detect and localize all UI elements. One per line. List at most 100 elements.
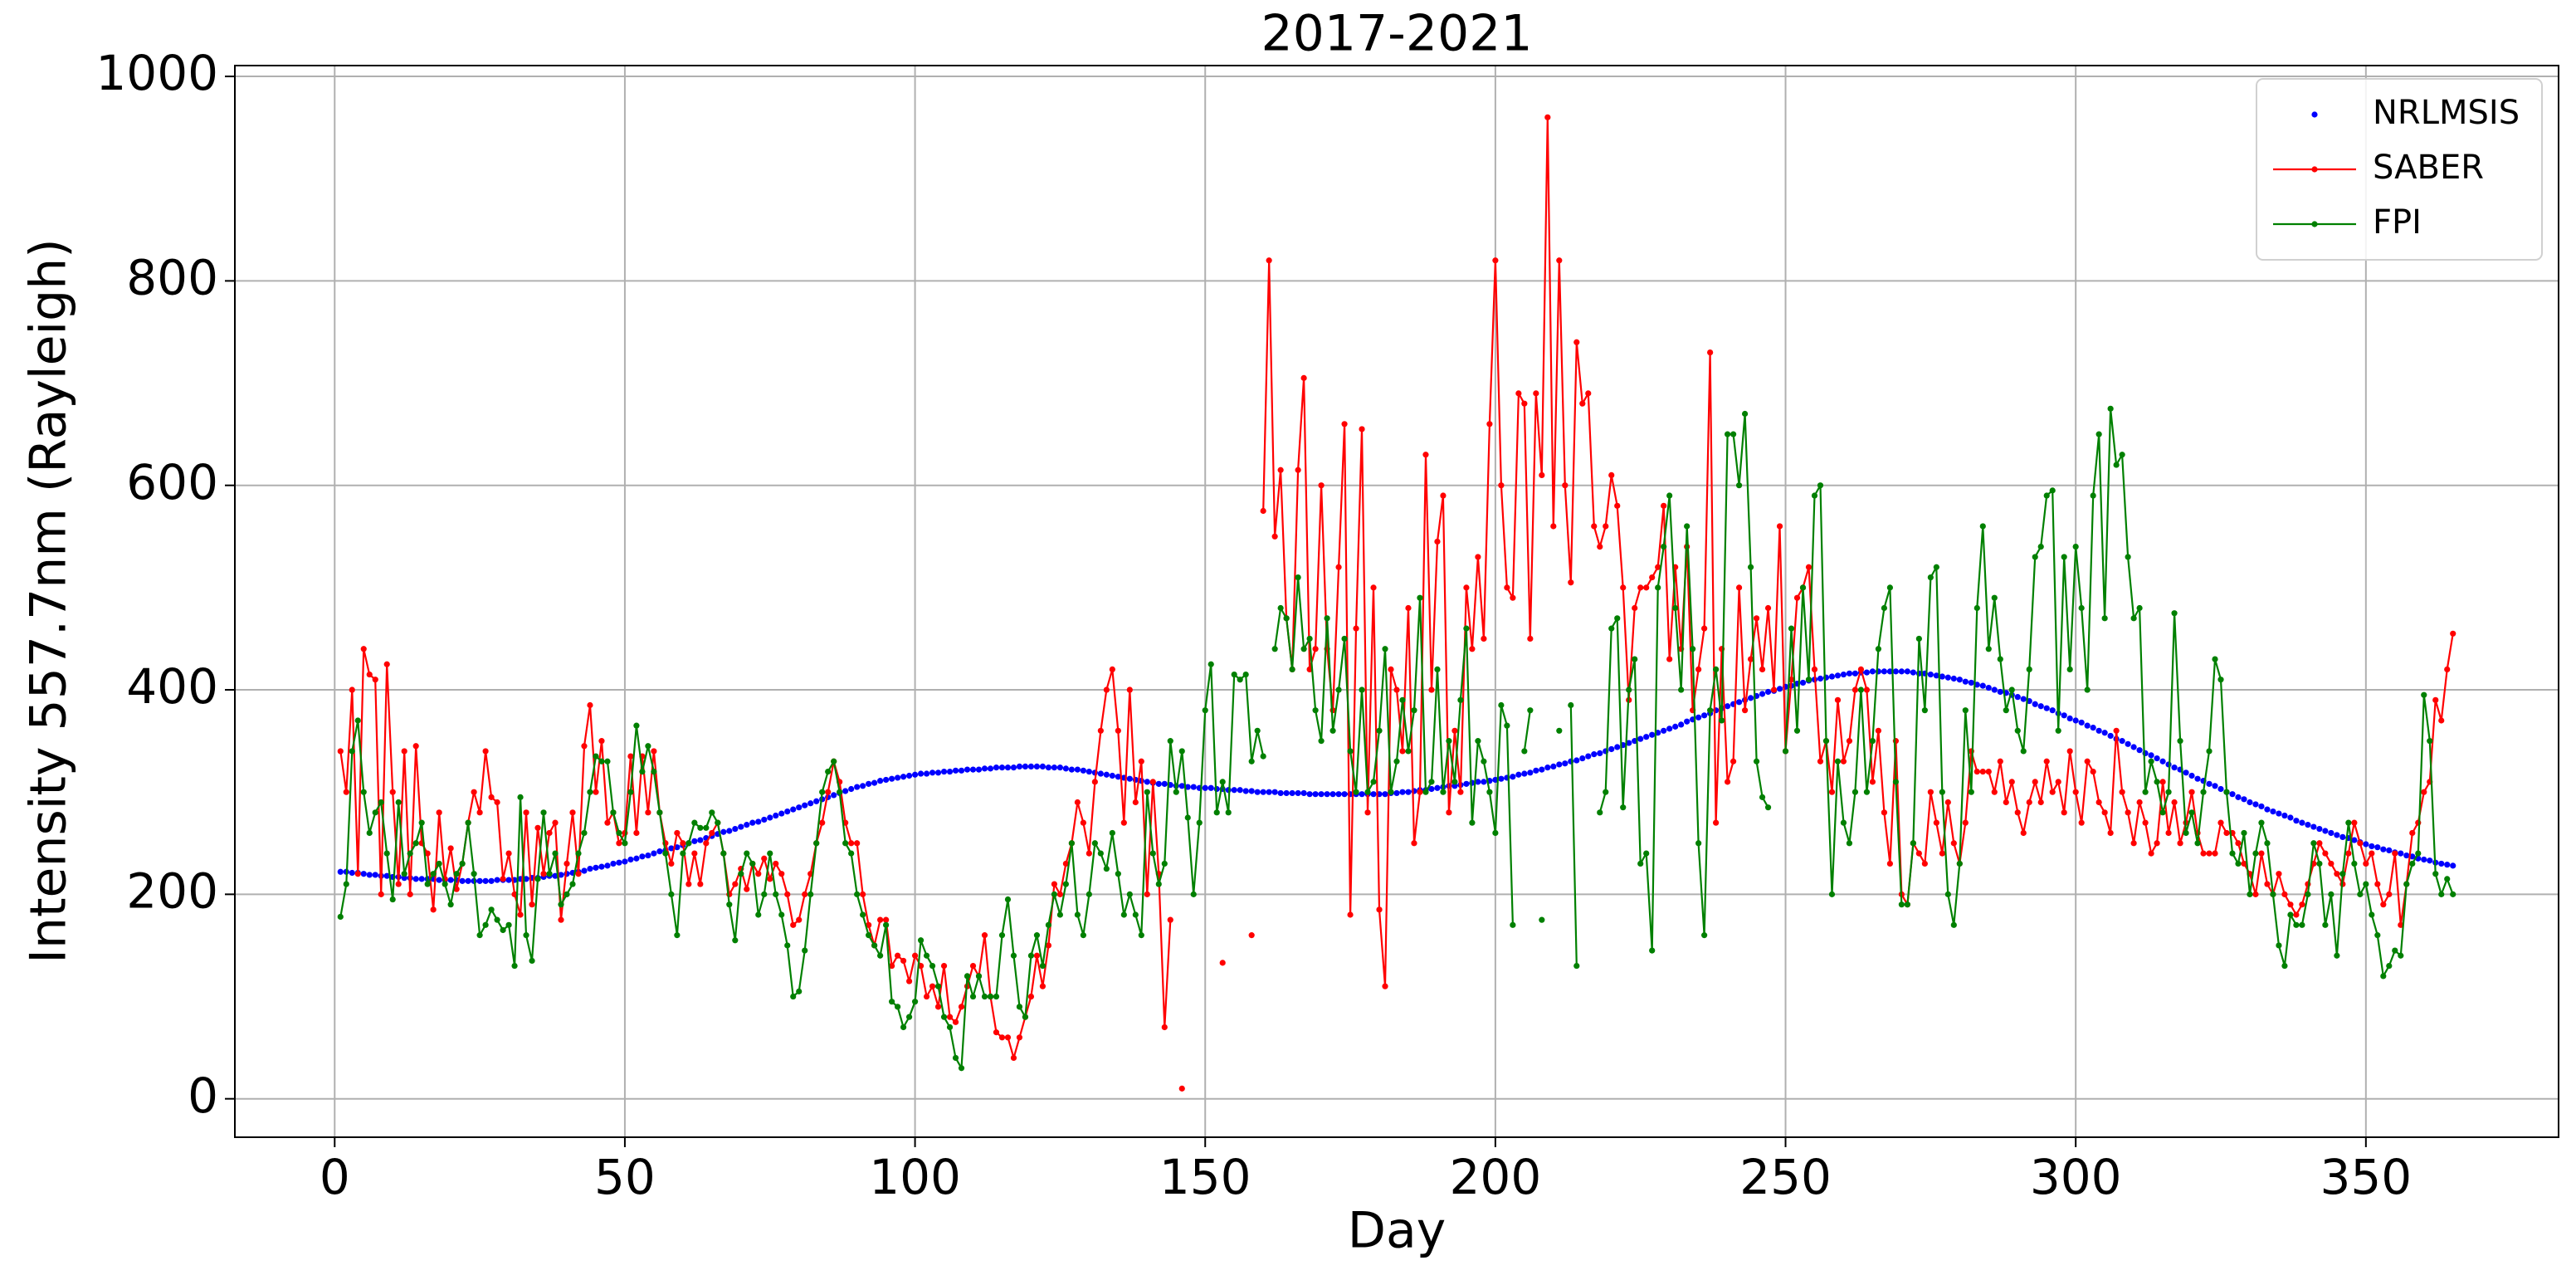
- data-point: [1283, 789, 1290, 797]
- data-point: [895, 1004, 901, 1010]
- data-point: [889, 962, 895, 970]
- data-point: [1643, 584, 1650, 591]
- data-point: [2270, 809, 2276, 815]
- data-point: [511, 962, 518, 970]
- data-point: [1144, 779, 1150, 785]
- data-point: [1184, 814, 1191, 821]
- data-point: [1161, 780, 1168, 787]
- data-point: [1190, 891, 1197, 897]
- data-point: [895, 952, 901, 959]
- data-point: [412, 743, 419, 750]
- data-point: [1863, 669, 1871, 676]
- data-point: [1915, 635, 1922, 642]
- data-point: [1364, 789, 1371, 795]
- data-point: [790, 921, 797, 928]
- data-point: [2421, 691, 2427, 698]
- data-point: [494, 799, 500, 806]
- data-point: [1585, 753, 1592, 760]
- data-point: [1892, 779, 1899, 785]
- data-point: [1022, 1014, 1029, 1020]
- data-point: [1103, 686, 1110, 693]
- data-point: [1074, 799, 1081, 806]
- data-point: [860, 911, 866, 918]
- data-point: [1759, 666, 1766, 673]
- data-point: [453, 871, 460, 877]
- data-point: [668, 891, 675, 897]
- data-point: [2171, 765, 2178, 771]
- data-point: [1335, 791, 1342, 798]
- data-point: [1045, 921, 1052, 928]
- data-point: [877, 778, 884, 784]
- data-point: [366, 671, 373, 678]
- data-point: [680, 850, 686, 857]
- data-point: [616, 840, 622, 847]
- data-point: [2125, 809, 2131, 816]
- data-point: [540, 871, 547, 877]
- data-point: [447, 877, 454, 883]
- data-point: [1277, 789, 1284, 797]
- data-point: [2008, 686, 2015, 693]
- data-point: [1620, 584, 1627, 591]
- data-point: [2235, 860, 2242, 867]
- data-point: [1822, 738, 1830, 745]
- data-point: [1661, 502, 1667, 509]
- data-point: [1921, 707, 1928, 714]
- data-point: [2223, 789, 2230, 795]
- data-point: [1010, 952, 1017, 959]
- data-point: [1033, 952, 1041, 959]
- data-point: [923, 770, 930, 777]
- data-point: [1944, 799, 1951, 806]
- data-point: [1219, 960, 1226, 966]
- data-point: [1289, 789, 1295, 797]
- data-point: [837, 789, 843, 795]
- data-point: [1341, 635, 1348, 642]
- data-point: [2363, 860, 2369, 867]
- data-point: [2101, 730, 2108, 736]
- data-point: [1811, 492, 1818, 499]
- data-point: [674, 829, 681, 837]
- data-point: [2113, 462, 2120, 468]
- data-point: [987, 993, 994, 1000]
- y-tick-label: 800: [126, 249, 218, 305]
- data-point: [616, 829, 622, 837]
- data-point: [1701, 932, 1708, 939]
- data-point: [436, 809, 442, 816]
- data-point: [2380, 901, 2387, 908]
- data-point: [738, 871, 744, 877]
- data-point: [1568, 701, 1574, 709]
- data-point: [2037, 703, 2044, 710]
- data-point: [1521, 748, 1528, 755]
- data-point: [2380, 973, 2387, 980]
- data-point: [807, 800, 814, 807]
- data-point: [1759, 691, 1766, 697]
- data-point: [2252, 891, 2259, 897]
- data-point: [2119, 738, 2125, 745]
- data-point: [1341, 791, 1348, 798]
- data-point: [1933, 564, 1939, 570]
- data-point: [604, 758, 611, 765]
- data-point: [1695, 666, 1702, 673]
- data-point: [842, 788, 849, 794]
- data-point: [911, 771, 919, 778]
- data-point: [2142, 789, 2149, 795]
- data-point: [2212, 656, 2218, 662]
- data-point: [1103, 865, 1110, 872]
- data-point: [755, 911, 762, 918]
- data-point: [389, 896, 396, 903]
- data-point: [1068, 766, 1075, 773]
- data-point: [2276, 810, 2282, 817]
- data-point: [1132, 799, 1139, 806]
- data-point: [616, 859, 622, 866]
- data-point: [1817, 758, 1824, 765]
- data-point: [1886, 668, 1894, 675]
- data-point: [1793, 594, 1801, 601]
- data-point: [1475, 738, 1481, 745]
- data-point: [1510, 774, 1516, 780]
- data-point: [476, 877, 483, 884]
- data-point: [2386, 962, 2393, 970]
- data-point: [848, 785, 855, 793]
- data-point: [2432, 871, 2439, 877]
- data-point: [2154, 755, 2160, 762]
- data-point: [2049, 487, 2056, 494]
- data-point: [1498, 482, 1505, 489]
